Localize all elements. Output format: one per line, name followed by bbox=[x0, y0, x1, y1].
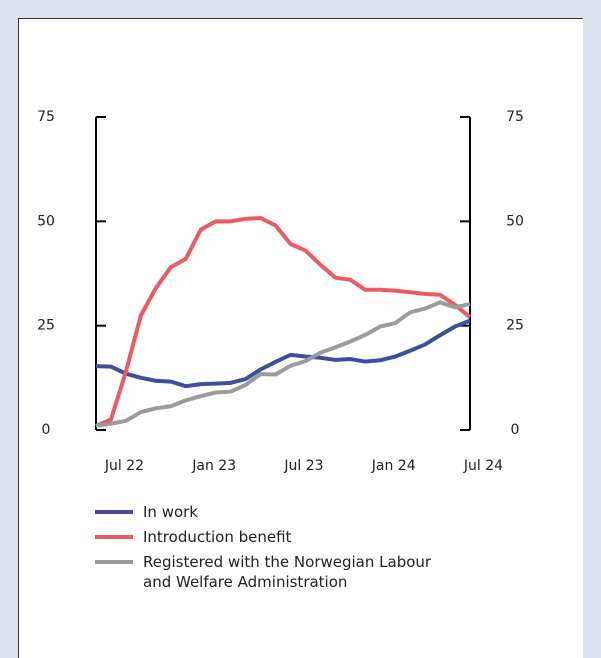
series-line bbox=[95, 318, 471, 389]
x-tick-label: Jan 23 bbox=[191, 458, 236, 474]
x-tick-label: Jul 23 bbox=[283, 458, 323, 474]
legend: In work Introduction benefit Registered wi… bbox=[95, 502, 435, 597]
y2-tick-label: 0 bbox=[511, 422, 520, 438]
legend-label: Introduction benefit bbox=[143, 528, 292, 546]
x-tick-label: Jan 24 bbox=[371, 458, 416, 474]
legend-label: Registered with the Norwegian Labour and… bbox=[143, 553, 432, 591]
legend-item: In work bbox=[95, 502, 435, 522]
y-tick-label: 75 bbox=[37, 109, 55, 125]
x-tick-label: Jul 24 bbox=[463, 458, 503, 474]
series-line bbox=[95, 300, 471, 428]
series-line bbox=[95, 215, 472, 428]
legend-label: In work bbox=[143, 503, 198, 521]
y2-tick-label: 50 bbox=[506, 213, 524, 229]
y2-tick-label: 25 bbox=[506, 318, 524, 334]
legend-item: Registered with the Norwegian Labour and… bbox=[95, 552, 435, 592]
y-tick-label: 25 bbox=[37, 318, 55, 334]
panel bbox=[18, 18, 583, 658]
y-tick-label: 50 bbox=[37, 213, 55, 229]
legend-swatch bbox=[95, 510, 133, 514]
legend-item: Introduction benefit bbox=[95, 527, 435, 547]
legend-swatch bbox=[95, 560, 133, 564]
x-tick-label: Jul 22 bbox=[104, 458, 144, 474]
y2-tick-label: 75 bbox=[506, 109, 524, 125]
legend-swatch bbox=[95, 535, 133, 539]
y-tick-label: 0 bbox=[42, 422, 51, 438]
